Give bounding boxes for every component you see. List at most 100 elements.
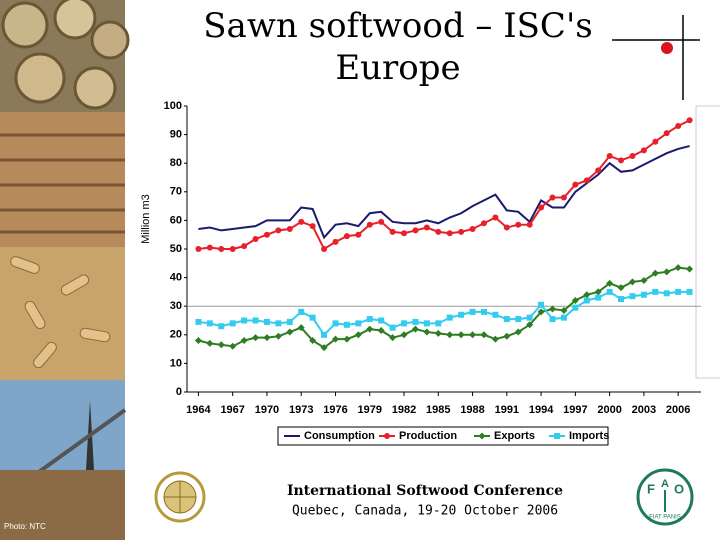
photo-credit: Photo: NTC bbox=[4, 522, 46, 531]
point bbox=[275, 320, 282, 327]
point bbox=[686, 288, 693, 295]
log bbox=[90, 20, 130, 60]
x-tick-label: 2006 bbox=[666, 404, 690, 416]
plot: Million m3 0 10 20 30 40 50 60 70 80 90 100 1964 1967… bbox=[140, 100, 701, 446]
point bbox=[583, 297, 590, 304]
point bbox=[492, 214, 499, 221]
point bbox=[309, 223, 316, 230]
point bbox=[274, 332, 282, 340]
x-tick-label: 1970 bbox=[255, 404, 279, 416]
legend-marker bbox=[384, 433, 390, 439]
point bbox=[263, 318, 270, 325]
point bbox=[378, 218, 385, 225]
point bbox=[412, 318, 419, 325]
point bbox=[491, 335, 499, 343]
point bbox=[343, 233, 350, 240]
x-tick-label: 1982 bbox=[392, 404, 416, 416]
point bbox=[217, 341, 225, 349]
point bbox=[606, 288, 613, 295]
point bbox=[297, 324, 305, 332]
y-tick-label: 60 bbox=[170, 214, 182, 226]
fao-motto: FIAT PANIS bbox=[649, 515, 681, 521]
point bbox=[366, 325, 374, 333]
log bbox=[14, 52, 66, 104]
point bbox=[480, 308, 487, 315]
point bbox=[594, 288, 602, 296]
cross-decoration bbox=[612, 15, 700, 100]
x-tick-label: 1997 bbox=[563, 404, 587, 416]
fao-letter: O bbox=[674, 481, 684, 496]
y-tick-label: 40 bbox=[170, 272, 182, 284]
title-line: Sawn softwood – ISC's bbox=[203, 6, 593, 46]
point bbox=[343, 321, 350, 328]
point bbox=[526, 314, 533, 321]
point bbox=[469, 331, 477, 339]
legend-label: Production bbox=[399, 430, 457, 442]
x-tick-label: 2003 bbox=[632, 404, 656, 416]
point bbox=[366, 316, 373, 323]
point bbox=[629, 153, 636, 160]
point bbox=[560, 314, 567, 321]
un-emblem bbox=[154, 471, 206, 523]
point bbox=[411, 325, 419, 333]
point bbox=[652, 138, 659, 145]
point bbox=[560, 306, 568, 314]
point bbox=[446, 314, 453, 321]
y-tick-label: 0 bbox=[176, 386, 182, 398]
point bbox=[503, 316, 510, 323]
point bbox=[194, 337, 202, 345]
x-tick-label: 1976 bbox=[323, 404, 347, 416]
point bbox=[263, 231, 270, 238]
point bbox=[401, 320, 408, 327]
point bbox=[286, 318, 293, 325]
point bbox=[446, 331, 454, 339]
point bbox=[355, 231, 362, 238]
point bbox=[686, 117, 693, 124]
point bbox=[526, 221, 533, 228]
title-line: Europe bbox=[335, 48, 460, 88]
legend-label: Exports bbox=[494, 430, 535, 442]
y-tick-label: 70 bbox=[170, 186, 182, 198]
point bbox=[252, 317, 259, 324]
point bbox=[195, 318, 202, 325]
point bbox=[652, 288, 659, 295]
point bbox=[537, 308, 545, 316]
point bbox=[663, 290, 670, 297]
point bbox=[458, 228, 465, 235]
fao-letter: F bbox=[647, 481, 655, 496]
legend-marker bbox=[478, 432, 486, 440]
point bbox=[595, 167, 602, 174]
series-line bbox=[198, 145, 690, 240]
point bbox=[218, 323, 225, 330]
series-line bbox=[198, 290, 690, 337]
point bbox=[241, 243, 248, 250]
legend-marker bbox=[554, 433, 560, 439]
point bbox=[412, 227, 419, 234]
point bbox=[229, 342, 237, 350]
point bbox=[617, 284, 625, 292]
point bbox=[435, 320, 442, 327]
point bbox=[549, 194, 556, 201]
point bbox=[503, 224, 510, 231]
point bbox=[674, 264, 682, 272]
point bbox=[492, 311, 499, 318]
point bbox=[480, 220, 487, 227]
series-line bbox=[198, 119, 691, 251]
point bbox=[343, 335, 351, 343]
log bbox=[53, 0, 97, 40]
point bbox=[389, 228, 396, 235]
point bbox=[480, 331, 488, 339]
point bbox=[663, 268, 671, 276]
point bbox=[286, 225, 293, 232]
point bbox=[515, 316, 522, 323]
point bbox=[572, 304, 579, 311]
point bbox=[446, 230, 453, 237]
photo-strip: Photo: NTC bbox=[0, 0, 130, 540]
point bbox=[309, 314, 316, 321]
plank-lines bbox=[0, 133, 125, 234]
point bbox=[218, 246, 225, 252]
legend-label: Imports bbox=[569, 430, 609, 442]
point bbox=[206, 339, 214, 347]
point bbox=[320, 344, 328, 352]
point bbox=[423, 320, 430, 327]
